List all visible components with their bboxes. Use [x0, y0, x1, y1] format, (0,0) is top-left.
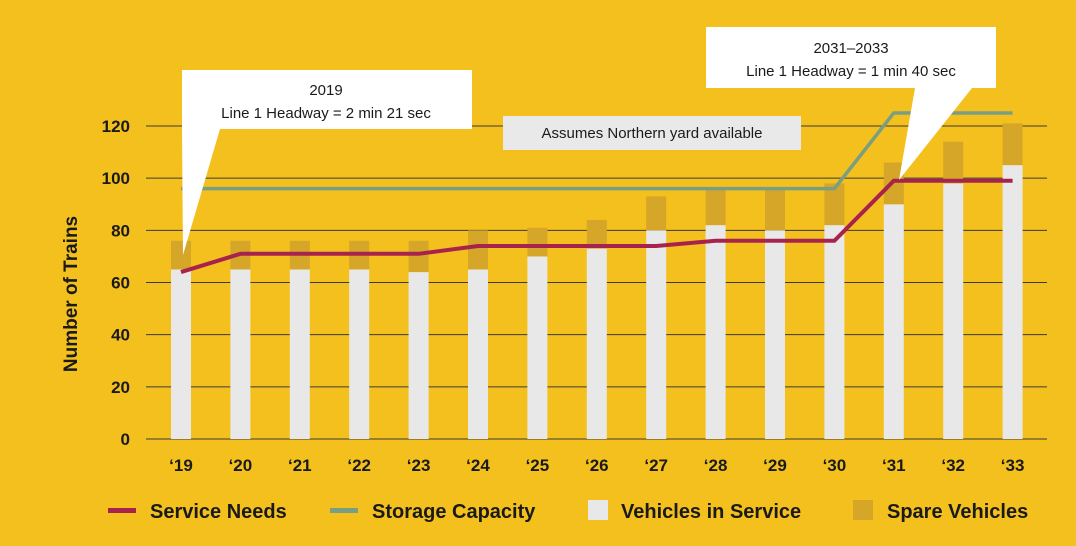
callout-2031-box: [706, 27, 996, 180]
x-tick-23: ‘23: [407, 456, 431, 475]
legend-swatch-vehicles-in-service: [588, 500, 608, 520]
callout-2031-title: 2031–2033: [813, 40, 888, 57]
legend-label-spare-vehicles: Spare Vehicles: [887, 501, 1028, 523]
x-tick-31: ‘31: [882, 456, 906, 475]
legend-label-vehicles-in-service: Vehicles in Service: [621, 501, 801, 523]
callout-2019-box: [182, 70, 472, 255]
legend-label-service-needs: Service Needs: [150, 501, 287, 523]
x-tick-30: ‘30: [823, 456, 847, 475]
y-tick-40: 40: [111, 326, 130, 345]
note-box: Assumes Northern yard available: [503, 116, 801, 150]
x-tick-26: ‘26: [585, 456, 609, 475]
bar-vehicles-in-service-33: [1002, 165, 1023, 439]
legend: Service Needs Storage Capacity Vehicles …: [108, 500, 1028, 523]
bar-vehicles-in-service-24: [468, 269, 488, 439]
bar-vehicles-in-service-30: [824, 225, 845, 439]
legend-swatch-storage-capacity: [330, 508, 358, 513]
bar-vehicles-in-service-28: [705, 225, 726, 439]
x-tick-27: ‘27: [644, 456, 668, 475]
bar-vehicles-in-service-26: [586, 248, 607, 439]
bar-spare-vehicles-28: [705, 188, 726, 226]
line-storage-capacity: [181, 111, 1013, 191]
y-tick-0: 0: [121, 430, 130, 449]
y-tick-120: 120: [102, 117, 130, 136]
callout-2031-detail: Line 1 Headway = 1 min 40 sec: [746, 63, 956, 80]
bar-vehicles-in-service-20: [230, 269, 251, 439]
legend-item-service-needs: Service Needs: [108, 501, 287, 523]
line-service-needs: [180, 178, 1013, 274]
x-tick-19: ‘19: [169, 456, 193, 475]
y-tick-60: 60: [111, 274, 130, 293]
legend-item-spare-vehicles: Spare Vehicles: [853, 500, 1028, 523]
bar-vehicles-in-service-29: [765, 230, 785, 439]
bar-spare-vehicles-30: [824, 183, 845, 226]
y-tick-100: 100: [102, 169, 130, 188]
bar-spare-vehicles-26: [586, 219, 607, 249]
legend-item-vehicles-in-service: Vehicles in Service: [588, 500, 801, 523]
callout-2019: 2019 Line 1 Headway = 2 min 21 sec: [182, 70, 472, 255]
bar-vehicles-in-service-21: [289, 269, 310, 439]
bar-vehicles-in-service-27: [646, 230, 667, 439]
y-axis-ticks: 0 20 40 60 80 100 120: [102, 117, 130, 449]
bar-spare-vehicles-25: [527, 227, 548, 257]
y-axis-label: Number of Trains: [61, 216, 82, 372]
bars: [171, 123, 1023, 439]
x-tick-24: ‘24: [466, 456, 490, 475]
legend-label-storage-capacity: Storage Capacity: [372, 501, 536, 523]
series-lines: [180, 111, 1013, 274]
x-tick-29: ‘29: [763, 456, 787, 475]
bar-vehicles-in-service-31: [883, 204, 904, 439]
x-tick-22: ‘22: [347, 456, 371, 475]
bar-vehicles-in-service-23: [408, 272, 429, 439]
bar-spare-vehicles-24: [468, 230, 488, 270]
bar-vehicles-in-service-32: [943, 183, 964, 439]
bar-spare-vehicles-29: [765, 188, 785, 231]
bar-spare-vehicles-32: [943, 141, 964, 184]
callout-2019-detail: Line 1 Headway = 2 min 21 sec: [221, 105, 431, 122]
x-tick-28: ‘28: [704, 456, 728, 475]
note-background: [503, 116, 801, 150]
callout-2031: 2031–2033 Line 1 Headway = 1 min 40 sec: [706, 27, 996, 180]
x-axis-ticks: ‘19 ‘20 ‘21 ‘22 ‘23 ‘24 ‘25 ‘26 ‘27 ‘28 ‘29 ‘30 ‘31 ‘…: [169, 456, 1024, 475]
x-tick-25: ‘25: [526, 456, 550, 475]
y-tick-20: 20: [111, 378, 130, 397]
bar-spare-vehicles-19: [171, 240, 191, 270]
callout-2019-title: 2019: [309, 82, 342, 99]
x-tick-21: ‘21: [288, 456, 312, 475]
legend-item-storage-capacity: Storage Capacity: [330, 501, 536, 523]
bar-vehicles-in-service-19: [171, 269, 191, 439]
note-text: Assumes Northern yard available: [542, 125, 763, 142]
bar-spare-vehicles-23: [408, 240, 429, 273]
x-tick-32: ‘32: [941, 456, 965, 475]
y-tick-80: 80: [111, 221, 130, 240]
x-tick-33: ‘33: [1001, 456, 1025, 475]
legend-swatch-service-needs: [108, 508, 136, 513]
bar-vehicles-in-service-22: [349, 269, 370, 439]
x-tick-20: ‘20: [229, 456, 253, 475]
legend-swatch-spare-vehicles: [853, 500, 873, 520]
bar-spare-vehicles-33: [1002, 123, 1023, 166]
bar-vehicles-in-service-25: [527, 256, 548, 439]
bar-spare-vehicles-27: [646, 196, 667, 231]
